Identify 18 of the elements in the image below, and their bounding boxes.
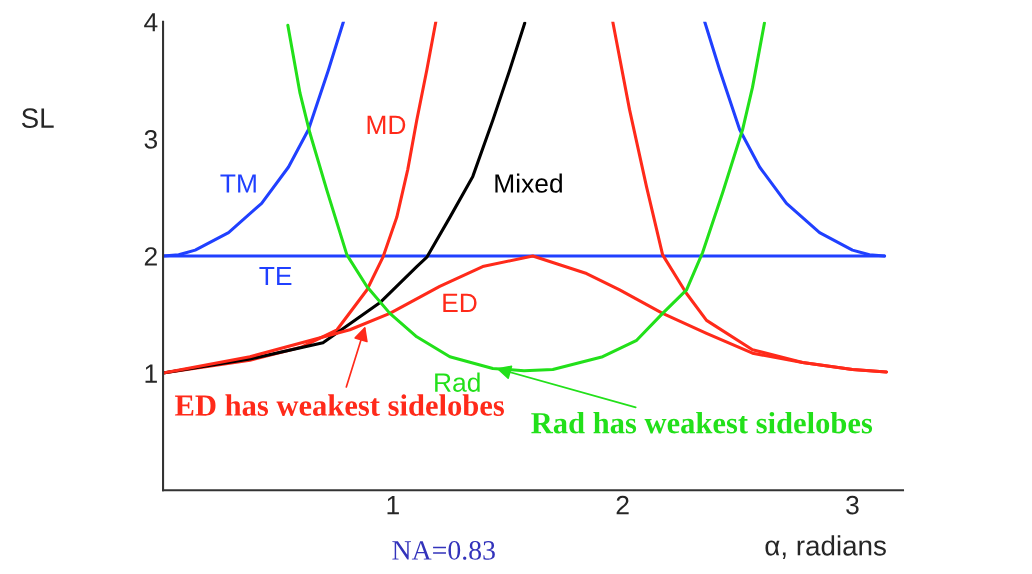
series-label: TM (220, 174, 256, 193)
x-tick-label: 2 (616, 495, 629, 515)
series-label: Mixed (495, 173, 562, 193)
x-tick-label: 3 (846, 495, 859, 515)
x-axis-title: α, radians (765, 535, 886, 559)
y-tick-label: 1 (145, 364, 157, 383)
y-tick-label: 2 (144, 247, 157, 266)
series-label: ED (443, 293, 477, 313)
series-label: MD (367, 115, 406, 135)
text: NA=0.83 (392, 541, 495, 560)
y-axis-title: SL (21, 108, 54, 128)
x-tick-label: 1 (387, 496, 399, 515)
y-tick-label: 4 (144, 13, 158, 32)
y-tick-label: 3 (144, 130, 158, 149)
legend-label: Rad (435, 372, 480, 392)
series-label: TE (259, 266, 292, 286)
annotation: Rad has weakest sidelobes (531, 411, 873, 434)
annotation: ED has weakest sidelobes (175, 394, 504, 416)
